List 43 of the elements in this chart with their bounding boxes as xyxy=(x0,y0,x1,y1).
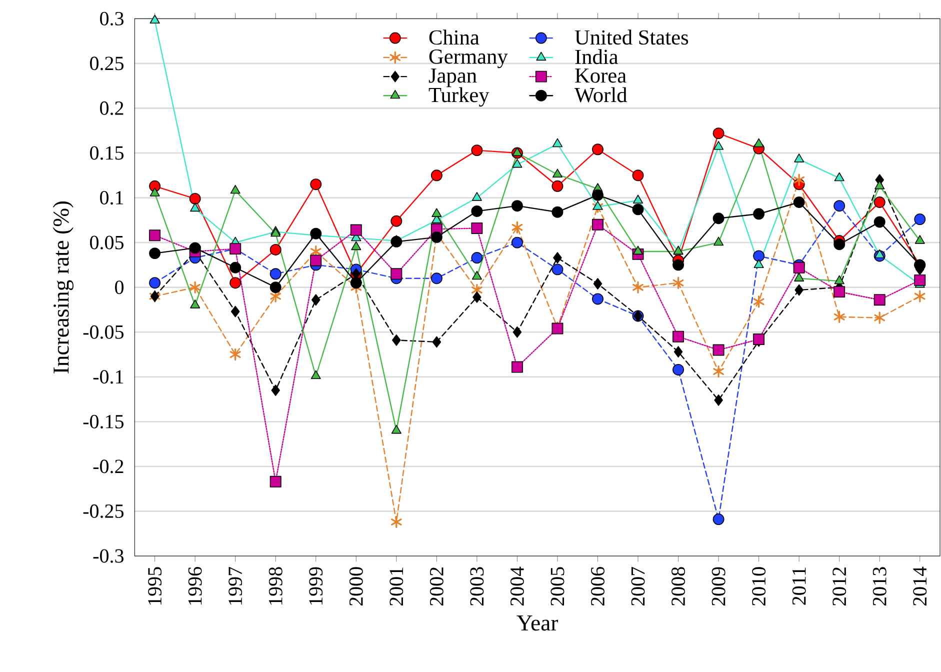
legend-label: United States xyxy=(574,30,688,45)
y-tick-label: -0.15 xyxy=(83,414,124,428)
legend-label: India xyxy=(575,49,618,64)
x-tick-label: 2007 xyxy=(631,566,645,606)
x-tick-label: 1996 xyxy=(188,566,202,605)
y-tick-label: -0.2 xyxy=(93,460,124,474)
y-tick-label: 0.1 xyxy=(100,190,124,205)
y-tick-label: 0.15 xyxy=(90,146,124,160)
x-axis-title: Year xyxy=(516,616,558,631)
y-tick-label: 0.05 xyxy=(90,236,124,250)
x-tick-label: 2013 xyxy=(872,567,886,606)
y-tick-label: 0 xyxy=(115,280,124,294)
y-tick-label: -0.3 xyxy=(93,549,124,563)
x-tick-label: 2010 xyxy=(752,567,766,606)
x-tick-label: 2005 xyxy=(550,567,564,606)
x-tick-label: 2012 xyxy=(832,568,846,606)
x-tick-label: 2006 xyxy=(590,566,604,606)
x-tick-label: 1999 xyxy=(309,567,323,605)
x-tick-label: 1998 xyxy=(268,567,282,605)
x-tick-label: 2008 xyxy=(672,567,686,606)
y-tick-label: -0.05 xyxy=(83,325,124,339)
legend-label: China xyxy=(429,30,480,45)
x-tick-label: 2002 xyxy=(430,568,444,606)
x-tick-label: 2001 xyxy=(390,568,404,606)
x-tick-label: 1997 xyxy=(228,566,242,605)
x-tick-label: 2014 xyxy=(913,566,927,606)
legend-label: Korea xyxy=(575,68,626,83)
y-axis-title: Increasing rate (%) xyxy=(52,201,74,374)
x-tick-label: 2000 xyxy=(349,567,363,606)
y-tick-label: 0.3 xyxy=(100,12,124,26)
legend-label: Turkey xyxy=(428,87,490,107)
x-tick-label: 2009 xyxy=(712,567,726,606)
legend-label: World xyxy=(574,87,628,102)
x-tick-label: 2003 xyxy=(470,567,484,606)
legend-label: Germany xyxy=(429,49,508,68)
legend-label: Japan xyxy=(428,68,477,88)
y-tick-label: 0.25 xyxy=(90,56,124,70)
x-tick-label: 2004 xyxy=(510,566,524,606)
x-tick-label: 2011 xyxy=(792,568,806,605)
x-tick-label: 1995 xyxy=(148,567,162,605)
y-tick-label: -0.25 xyxy=(83,504,124,518)
y-tick-label: -0.1 xyxy=(93,370,124,384)
y-tick-label: 0.2 xyxy=(100,101,124,116)
